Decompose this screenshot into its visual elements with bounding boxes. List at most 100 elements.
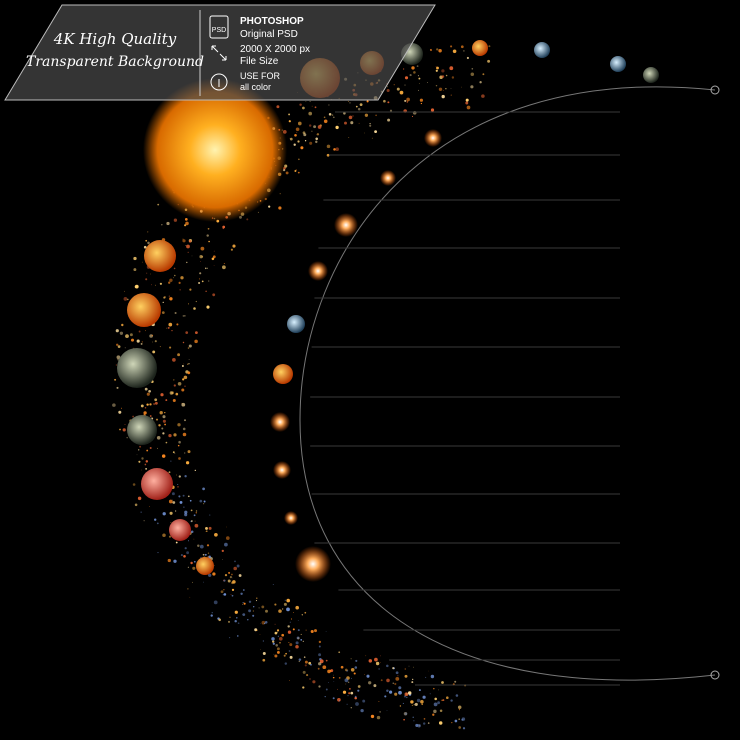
particle bbox=[206, 544, 210, 547]
particle bbox=[136, 454, 138, 456]
particle bbox=[289, 643, 293, 647]
particle bbox=[184, 315, 186, 317]
particle bbox=[418, 689, 421, 692]
particle bbox=[162, 301, 164, 303]
particle bbox=[458, 726, 462, 729]
particle bbox=[336, 688, 339, 690]
particle bbox=[371, 137, 373, 139]
particle bbox=[364, 113, 369, 117]
particle bbox=[184, 475, 187, 478]
particle bbox=[417, 75, 419, 77]
particle bbox=[222, 594, 224, 596]
particle bbox=[326, 144, 331, 149]
particle bbox=[176, 323, 179, 326]
planet bbox=[141, 468, 173, 500]
particle bbox=[353, 672, 356, 675]
particle bbox=[155, 418, 159, 421]
particle bbox=[368, 659, 373, 663]
particle bbox=[234, 619, 237, 623]
particle bbox=[389, 690, 393, 694]
particle bbox=[197, 544, 200, 547]
particle bbox=[333, 681, 335, 682]
particle bbox=[173, 433, 177, 437]
planet bbox=[472, 40, 488, 56]
particle bbox=[318, 645, 321, 648]
particle bbox=[323, 119, 328, 124]
particle bbox=[242, 603, 243, 605]
particle bbox=[121, 323, 124, 327]
particle bbox=[229, 576, 232, 579]
particle bbox=[318, 640, 322, 644]
particle bbox=[195, 300, 197, 303]
particle bbox=[419, 98, 423, 102]
particle bbox=[158, 424, 161, 427]
banner-panel bbox=[4, 4, 436, 101]
particle bbox=[256, 629, 258, 631]
particle bbox=[309, 124, 312, 127]
particle bbox=[177, 483, 179, 486]
particle bbox=[177, 444, 180, 447]
particle bbox=[124, 347, 126, 349]
particle bbox=[342, 690, 347, 694]
particle bbox=[194, 331, 198, 335]
particle bbox=[297, 140, 300, 143]
particle bbox=[232, 577, 233, 579]
particle bbox=[451, 721, 453, 724]
particle bbox=[317, 125, 322, 129]
particle bbox=[136, 339, 140, 343]
particle bbox=[310, 629, 314, 634]
arc-end bbox=[710, 670, 720, 680]
particle bbox=[182, 494, 185, 497]
particle bbox=[288, 113, 291, 116]
particle bbox=[378, 700, 380, 702]
particle bbox=[417, 723, 421, 728]
particle bbox=[156, 522, 159, 525]
particle bbox=[318, 653, 322, 657]
particle bbox=[455, 694, 459, 697]
particle bbox=[445, 74, 448, 77]
particle bbox=[294, 133, 297, 137]
particle bbox=[191, 520, 193, 522]
particle bbox=[318, 685, 321, 688]
particle bbox=[407, 691, 412, 695]
particle bbox=[138, 449, 140, 451]
particle bbox=[223, 263, 225, 264]
particle bbox=[169, 297, 173, 301]
particle bbox=[248, 600, 252, 603]
particle bbox=[138, 330, 141, 333]
particle bbox=[360, 708, 364, 713]
star bbox=[270, 412, 290, 432]
particle bbox=[184, 452, 186, 454]
particle bbox=[369, 124, 372, 127]
particle bbox=[218, 618, 221, 622]
particle bbox=[236, 564, 240, 568]
particle bbox=[394, 692, 398, 696]
particle bbox=[172, 501, 176, 504]
particle bbox=[303, 133, 307, 137]
particle bbox=[300, 146, 304, 150]
particle bbox=[294, 170, 297, 172]
particle bbox=[289, 655, 293, 659]
particle bbox=[172, 451, 175, 454]
particle bbox=[433, 702, 438, 707]
particle bbox=[284, 662, 288, 665]
particle bbox=[145, 278, 148, 281]
particle bbox=[130, 338, 135, 342]
particle bbox=[181, 402, 186, 407]
particle bbox=[359, 103, 363, 107]
particle bbox=[173, 267, 176, 270]
particle bbox=[357, 689, 360, 692]
particle bbox=[418, 83, 420, 84]
particle bbox=[192, 566, 196, 570]
star bbox=[380, 170, 396, 186]
particle bbox=[262, 652, 266, 655]
particle bbox=[207, 227, 210, 230]
particle bbox=[299, 103, 302, 106]
particle bbox=[416, 698, 421, 703]
particle bbox=[183, 363, 185, 365]
particle bbox=[402, 68, 405, 70]
particle bbox=[470, 72, 475, 76]
particle bbox=[308, 661, 312, 665]
particle bbox=[138, 460, 141, 463]
particle bbox=[117, 345, 121, 348]
